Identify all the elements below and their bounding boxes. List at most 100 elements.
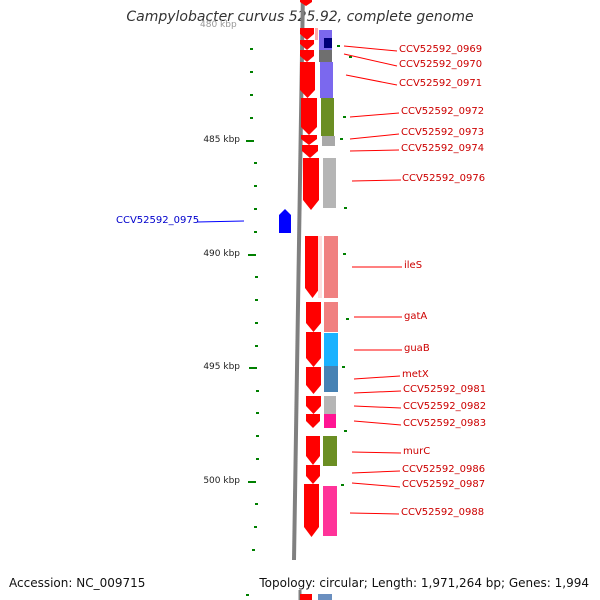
category-color-bar: [319, 50, 332, 62]
label-leader-line: [349, 133, 400, 140]
plus-strand-gene-arrow: [301, 135, 317, 145]
plus-strand-gene-arrow: [306, 414, 320, 428]
label-leader-line: [343, 53, 398, 67]
minor-tick: [256, 458, 259, 460]
minor-tick: [254, 162, 257, 164]
gene-label-ccv52592-0983[interactable]: CCV52592_0983: [403, 418, 487, 429]
genome-info-text: Topology: circular; Length: 1,971,264 bp…: [259, 576, 589, 590]
tick-label: 500 kbp: [203, 476, 240, 486]
gene-label-ccv52592-0986[interactable]: CCV52592_0986: [402, 464, 486, 475]
tick-label-partial: 480 kbp: [200, 20, 237, 30]
minor-tick: [254, 526, 257, 528]
label-leader-line: [343, 45, 398, 52]
minor-tick: [250, 117, 253, 119]
gene-label-ccv52592-0974[interactable]: CCV52592_0974: [401, 143, 485, 154]
gene-label-ccv52592-0975[interactable]: CCV52592_0975: [116, 215, 200, 226]
minor-tick: [255, 299, 258, 301]
strand-tick: [344, 430, 347, 432]
strand-tick: [344, 207, 347, 209]
plus-strand-gene-arrow: [300, 50, 314, 62]
minor-tick: [256, 435, 259, 437]
plus-strand-gene-arrow: [304, 484, 319, 537]
tick-label: 495 kbp: [203, 362, 240, 372]
strand-tick: [341, 484, 344, 486]
gene-label-ccv52592-0972[interactable]: CCV52592_0972: [401, 106, 485, 117]
gene-label-murc[interactable]: murC: [403, 446, 431, 457]
label-leader-line: [196, 220, 245, 223]
minor-tick: [255, 503, 258, 505]
gene-label-ccv52592-0969[interactable]: CCV52592_0969: [399, 44, 483, 55]
genome-backbone: [292, 0, 305, 561]
feature-stripe: [315, 28, 318, 40]
gene-label-ccv52592-0981[interactable]: CCV52592_0981: [403, 384, 487, 395]
minor-tick: [252, 549, 255, 551]
major-tick: [246, 140, 254, 142]
gene-label-ccv52592-0970[interactable]: CCV52592_0970: [399, 59, 483, 70]
label-leader-lines: [196, 45, 402, 515]
category-color-bar: [324, 302, 338, 332]
label-leader-line: [353, 375, 401, 380]
gene-arrows: [279, 0, 322, 600]
gene-label-ccv52592-0982[interactable]: CCV52592_0982: [403, 401, 487, 412]
strand-tick: [337, 45, 340, 47]
tick-label: 490 kbp: [203, 249, 240, 259]
gene-label-ccv52592-0988[interactable]: CCV52592_0988: [401, 507, 485, 518]
plus-strand-gene-arrow: [301, 98, 317, 135]
gene-label-gata[interactable]: gatA: [404, 311, 428, 322]
category-color-bar: [323, 486, 337, 536]
plus-strand-gene-arrow: [306, 465, 320, 484]
minus-strand-gene-arrow: [279, 209, 291, 233]
strand-tick: [346, 318, 349, 320]
gene-label-ccv52592-0987[interactable]: CCV52592_0987: [402, 479, 486, 490]
minor-tick: [250, 71, 253, 73]
category-color-bar: [318, 594, 332, 600]
gene-label-guab[interactable]: guaB: [404, 343, 430, 354]
gene-label-iles[interactable]: ileS: [404, 260, 423, 271]
label-leader-line: [353, 420, 402, 426]
minor-tick: [255, 276, 258, 278]
category-color-bar: [324, 333, 338, 366]
gene-label-ccv52592-0973[interactable]: CCV52592_0973: [401, 127, 485, 138]
plus-strand-gene-arrow: [306, 436, 320, 465]
minor-tick: [246, 594, 249, 596]
minor-tick: [254, 185, 257, 187]
gene-label-ccv52592-0976[interactable]: CCV52592_0976: [402, 173, 486, 184]
plus-strand-gene-arrow: [306, 367, 321, 394]
minor-tick: [254, 231, 257, 233]
strand-tick: [343, 253, 346, 255]
plus-strand-gene-arrow: [306, 332, 321, 367]
plus-strand-gene-arrow: [305, 236, 320, 298]
label-leader-line: [349, 112, 400, 118]
label-leader-line: [345, 74, 398, 86]
plus-strand-gene-arrow: [300, 0, 312, 6]
feature-stripe: [318, 236, 322, 298]
label-leader-line: [353, 390, 402, 394]
strand-tick: [340, 138, 343, 140]
label-leader-line: [351, 470, 401, 474]
plus-strand-gene-arrow: [300, 28, 314, 40]
category-color-mark: [324, 38, 332, 48]
label-leader-line: [349, 149, 400, 152]
map-title: Campylobacter curvus 525.92, complete ge…: [126, 9, 474, 25]
major-tick: [249, 367, 257, 369]
plus-strand-gene-arrow: [300, 594, 312, 600]
gene-label-ccv52592-0971[interactable]: CCV52592_0971: [399, 78, 483, 89]
category-color-bar: [324, 414, 336, 428]
label-leader-line: [351, 482, 401, 488]
category-color-bar: [320, 62, 333, 98]
minor-tick: [254, 208, 257, 210]
major-tick: [248, 481, 256, 483]
minor-tick: [255, 322, 258, 324]
label-leader-line: [351, 451, 402, 454]
tick-marks: [246, 45, 352, 596]
minor-tick: [256, 390, 259, 392]
category-color-bar: [323, 158, 336, 208]
minor-tick: [250, 94, 253, 96]
category-color-bar: [324, 366, 338, 392]
gene-label-metx[interactable]: metX: [402, 369, 429, 380]
plus-strand-gene-arrow: [302, 145, 318, 158]
plus-strand-gene-arrow: [306, 302, 321, 332]
minor-tick: [255, 345, 258, 347]
plus-strand-gene-arrow: [303, 158, 319, 210]
strand-tick: [342, 366, 345, 368]
